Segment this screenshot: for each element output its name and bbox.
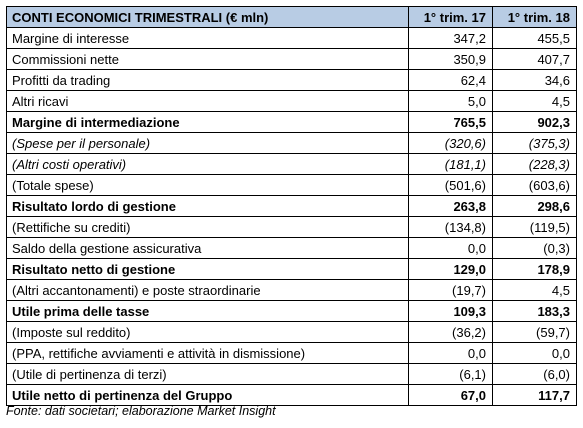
row-label: Risultato lordo di gestione (6, 195, 409, 217)
table-row: (Totale spese) (501,6) (603,6) (6, 174, 577, 196)
row-label: (Totale spese) (6, 174, 409, 196)
row-label: Utile netto di pertinenza del Gruppo (6, 384, 409, 406)
table-row: (Imposte sul reddito) (36,2) (59,7) (6, 321, 577, 343)
row-label: Commissioni nette (6, 48, 409, 70)
row-value-q1-2018: 34,6 (492, 69, 577, 91)
row-label: Utile prima delle tasse (6, 300, 409, 322)
row-value-q1-2017: (134,8) (408, 216, 493, 238)
row-value-q1-2018: (59,7) (492, 321, 577, 343)
row-value-q1-2017: (320,6) (408, 132, 493, 154)
source-note: Fonte: dati societari; elaborazione Mark… (6, 404, 276, 418)
row-value-q1-2017: 0,0 (408, 342, 493, 364)
row-value-q1-2017: 765,5 (408, 111, 493, 133)
row-value-q1-2017: 347,2 (408, 27, 493, 49)
row-value-q1-2018: 178,9 (492, 258, 577, 280)
row-value-q1-2018: (375,3) (492, 132, 577, 154)
row-value-q1-2018: 407,7 (492, 48, 577, 70)
row-value-q1-2017: 0,0 (408, 237, 493, 259)
table-body: Margine di interesse 347,2 455,5 Commission… (6, 27, 577, 406)
row-label: Saldo della gestione assicurativa (6, 237, 409, 259)
row-value-q1-2018: (119,5) (492, 216, 577, 238)
header-q1-2018: 1° trim. 18 (492, 6, 577, 28)
table-row: (Altri costi operativi) (181,1) (228,3) (6, 153, 577, 175)
row-value-q1-2017: (36,2) (408, 321, 493, 343)
table-row: Commissioni nette 350,9 407,7 (6, 48, 577, 70)
table-row: (PPA, rettifiche avviamenti e attività i… (6, 342, 577, 364)
row-value-q1-2017: (6,1) (408, 363, 493, 385)
table-row: (Spese per il personale) (320,6) (375,3) (6, 132, 577, 154)
row-value-q1-2017: (19,7) (408, 279, 493, 301)
row-label: (Rettifiche su crediti) (6, 216, 409, 238)
row-label: Profitti da trading (6, 69, 409, 91)
row-value-q1-2018: 902,3 (492, 111, 577, 133)
row-value-q1-2018: (6,0) (492, 363, 577, 385)
row-value-q1-2018: 4,5 (492, 90, 577, 112)
row-label: (Imposte sul reddito) (6, 321, 409, 343)
table-row: Margine di interesse 347,2 455,5 (6, 27, 577, 49)
row-value-q1-2018: 298,6 (492, 195, 577, 217)
table-header-row: CONTI ECONOMICI TRIMESTRALI (€ mln) 1° t… (6, 6, 577, 28)
row-value-q1-2018: 455,5 (492, 27, 577, 49)
row-value-q1-2018: (228,3) (492, 153, 577, 175)
row-label: (PPA, rettifiche avviamenti e attività i… (6, 342, 409, 364)
row-label: Margine di interesse (6, 27, 409, 49)
table-row: Saldo della gestione assicurativa 0,0 (0,3… (6, 237, 577, 259)
row-label: (Utile di pertinenza di terzi) (6, 363, 409, 385)
header-label: CONTI ECONOMICI TRIMESTRALI (€ mln) (6, 6, 409, 28)
row-value-q1-2017: 62,4 (408, 69, 493, 91)
header-q1-2017: 1° trim. 17 (408, 6, 493, 28)
table-row: Risultato lordo di gestione 263,8 298,6 (6, 195, 577, 217)
row-value-q1-2018: (0,3) (492, 237, 577, 259)
table-row: (Utile di pertinenza di terzi) (6,1) (6,0) (6, 363, 577, 385)
row-value-q1-2018: 117,7 (492, 384, 577, 406)
row-label: (Altri costi operativi) (6, 153, 409, 175)
row-value-q1-2017: 263,8 (408, 195, 493, 217)
table-row: (Altri accantonamenti) e poste straordin… (6, 279, 577, 301)
row-value-q1-2018: 183,3 (492, 300, 577, 322)
table-row: Profitti da trading 62,4 34,6 (6, 69, 577, 91)
row-label: Risultato netto di gestione (6, 258, 409, 280)
row-label: (Altri accantonamenti) e poste straordin… (6, 279, 409, 301)
row-value-q1-2017: (501,6) (408, 174, 493, 196)
income-statement-table: CONTI ECONOMICI TRIMESTRALI (€ mln) 1° t… (6, 6, 577, 406)
table-row: (Rettifiche su crediti) (134,8) (119,5) (6, 216, 577, 238)
row-label: Altri ricavi (6, 90, 409, 112)
row-value-q1-2017: (181,1) (408, 153, 493, 175)
table-row: Utile prima delle tasse 109,3 183,3 (6, 300, 577, 322)
row-value-q1-2018: 4,5 (492, 279, 577, 301)
row-value-q1-2018: (603,6) (492, 174, 577, 196)
table-row: Risultato netto di gestione 129,0 178,9 (6, 258, 577, 280)
row-value-q1-2017: 5,0 (408, 90, 493, 112)
income-statement-container: CONTI ECONOMICI TRIMESTRALI (€ mln) 1° t… (6, 6, 577, 406)
table-row: Margine di intermediazione 765,5 902,3 (6, 111, 577, 133)
row-label: Margine di intermediazione (6, 111, 409, 133)
row-value-q1-2017: 109,3 (408, 300, 493, 322)
row-value-q1-2017: 67,0 (408, 384, 493, 406)
table-row: Utile netto di pertinenza del Gruppo 67,0… (6, 384, 577, 406)
row-label: (Spese per il personale) (6, 132, 409, 154)
row-value-q1-2017: 129,0 (408, 258, 493, 280)
table-row: Altri ricavi 5,0 4,5 (6, 90, 577, 112)
row-value-q1-2017: 350,9 (408, 48, 493, 70)
row-value-q1-2018: 0,0 (492, 342, 577, 364)
